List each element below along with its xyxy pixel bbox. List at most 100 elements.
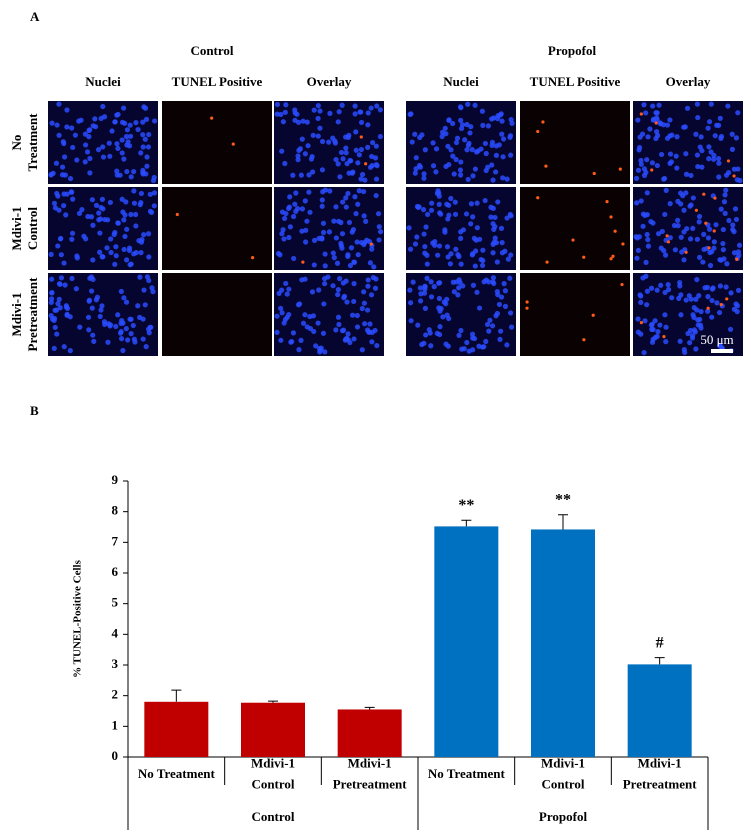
nucleus [644, 157, 650, 163]
nucleus [649, 339, 656, 345]
nucleus [337, 174, 343, 180]
nucleus [97, 230, 103, 236]
nucleus [453, 139, 460, 146]
nucleus [279, 148, 285, 154]
tunel-cell [650, 168, 654, 172]
nucleus [140, 132, 146, 138]
group-title: Propofol [548, 43, 597, 58]
nucleus [453, 156, 459, 163]
nucleus [305, 143, 311, 149]
nucleus [137, 274, 143, 280]
nucleus [458, 261, 464, 267]
nucleus [728, 290, 734, 296]
nucleus [712, 133, 718, 139]
nucleus [688, 172, 694, 179]
nucleus [456, 285, 462, 291]
nucleus [99, 303, 105, 309]
nucleus [105, 339, 111, 345]
nucleus [96, 210, 102, 216]
nucleus [639, 131, 646, 137]
panel-label: B [30, 403, 39, 418]
nucleus [709, 297, 715, 304]
nucleus [355, 252, 361, 258]
nucleus [445, 254, 451, 260]
tunel-cell [231, 142, 235, 146]
nucleus [494, 288, 500, 295]
nucleus [671, 222, 678, 229]
nucleus [656, 102, 662, 108]
tunel-cell [621, 242, 625, 246]
nucleus [507, 310, 514, 316]
nucleus [657, 322, 663, 328]
nucleus [421, 175, 427, 181]
nucleus [669, 295, 675, 301]
nucleus [308, 156, 315, 162]
nucleus [335, 291, 341, 298]
nucleus [121, 217, 127, 223]
nucleus [693, 346, 699, 352]
nucleus [635, 247, 641, 254]
nucleus [675, 223, 681, 229]
error-bar [654, 657, 665, 665]
nucleus [356, 188, 362, 194]
nucleus [335, 218, 342, 224]
nucleus [56, 132, 62, 138]
nucleus [433, 169, 439, 175]
nucleus [723, 284, 729, 290]
nucleus [284, 291, 290, 297]
nucleus [50, 170, 56, 176]
tunel-cell [609, 257, 613, 261]
nucleus [86, 298, 92, 304]
nucleus [141, 287, 147, 293]
nucleus [473, 237, 479, 243]
nucleus [128, 316, 134, 322]
nucleus [306, 189, 312, 195]
nucleus [436, 190, 442, 196]
nucleus [443, 341, 449, 347]
nucleus [715, 155, 722, 162]
nucleus [147, 191, 153, 197]
nucleus [702, 285, 708, 291]
nucleus [445, 216, 451, 222]
nucleus [733, 135, 740, 141]
nucleus [118, 320, 124, 327]
nucleus [117, 330, 124, 336]
nucleus [82, 131, 88, 137]
nucleus [705, 308, 711, 314]
tunel-cell [713, 196, 717, 200]
nucleus [734, 303, 741, 309]
tunel-cell [582, 255, 586, 259]
nucleus [413, 155, 419, 161]
nucleus [711, 239, 717, 245]
nucleus [108, 236, 114, 242]
nucleus [677, 338, 683, 344]
nucleus [319, 138, 326, 145]
nucleus [354, 324, 361, 330]
nucleus [662, 289, 668, 296]
nucleus [492, 235, 498, 241]
nucleus [458, 117, 464, 123]
nucleus [498, 328, 504, 334]
nucleus [302, 276, 308, 282]
tunel-cell [525, 306, 529, 310]
nucleus [322, 251, 328, 257]
nucleus [437, 324, 443, 330]
nucleus [105, 321, 112, 327]
nucleus [468, 124, 474, 130]
x-tick-label: Pretreatment [623, 776, 698, 791]
nucleus [133, 120, 139, 126]
nucleus [634, 200, 640, 206]
nucleus [131, 200, 138, 206]
nucleus [491, 226, 497, 232]
nucleus [326, 229, 333, 235]
nucleus [635, 316, 641, 322]
tunel-cell [369, 242, 373, 246]
nucleus [146, 131, 152, 138]
nucleus [310, 132, 316, 138]
nucleus [69, 125, 75, 131]
nucleus [87, 155, 93, 162]
nucleus [446, 315, 452, 322]
nucleus [695, 114, 701, 121]
nucleus [489, 162, 495, 168]
nucleus [497, 112, 503, 118]
